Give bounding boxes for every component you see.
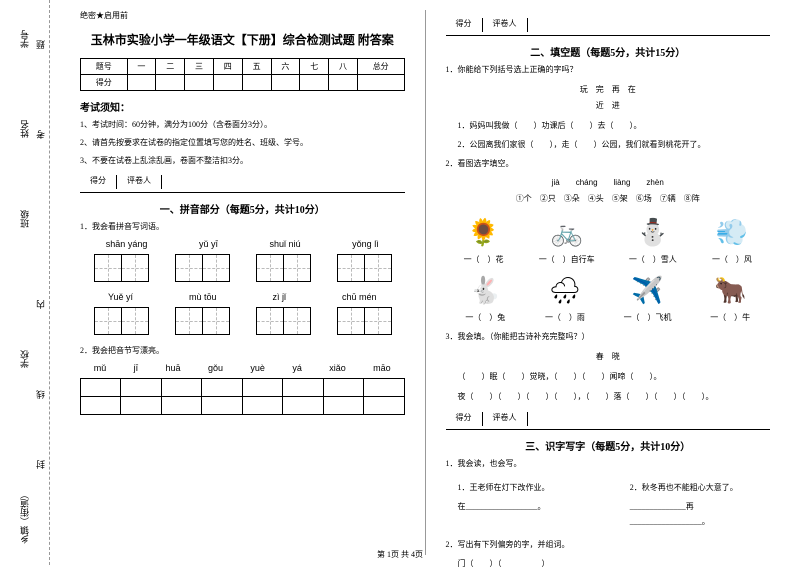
section1-scorer: 得分 评卷人 bbox=[80, 175, 405, 193]
wind-icon: 💨 bbox=[711, 215, 753, 251]
section2-title: 二、填空题（每题5分，共计15分） bbox=[446, 44, 771, 59]
poem-1: （ ）眠（ ）觉晓，（ ）（ ）闻啼（ ）。 bbox=[458, 370, 771, 384]
s2-s2: 2．公园离我们家很（ ），走（ ）公园，我们就看到桃花开了。 bbox=[458, 138, 771, 152]
poem-title: 春 晓 bbox=[446, 349, 771, 365]
page-number: 第 1页 共 4页 bbox=[377, 549, 423, 560]
s3-s1a: 1．王老师在灯下改作业。 bbox=[458, 481, 598, 495]
exam-title: 玉林市实验小学一年级语文【下册】综合检测试题 附答案 bbox=[80, 31, 405, 48]
py8: chū mén bbox=[342, 292, 377, 302]
pic-row-2: 🐇一（ ）兔 🌧一（ ）雨 ✈️一（ ）飞机 🐂一（ ）牛 bbox=[446, 273, 771, 323]
th9: 总分 bbox=[357, 59, 404, 75]
s2-q2: 2．看图选字填空。 bbox=[446, 158, 771, 171]
binding-margin: 学号 题 姓名 考 班级 内 学校 线 封 乡镇（街道） bbox=[0, 0, 50, 565]
right-column: 得分 评卷人 二、填空题（每题5分，共计15分） 1．你能给下列括号选上正确的字… bbox=[426, 10, 781, 555]
char-boxes-2 bbox=[80, 307, 405, 335]
bike-icon: 🚲 bbox=[546, 215, 588, 251]
syllable-table bbox=[80, 378, 405, 415]
side-dash4: 封 bbox=[34, 460, 47, 469]
s1-q2: 2．我会把音节写漂亮。 bbox=[80, 345, 405, 358]
opts1: 玩 完 再 在 bbox=[446, 82, 771, 98]
score-a: 得分 bbox=[80, 175, 117, 189]
poem-2: 夜（ ）（ ）（ ）（ ），（ ）落（ ）（ ）（ ）。 bbox=[458, 390, 771, 404]
side-dash2: 内 bbox=[34, 300, 47, 309]
opt-pinyin: jià cháng liàng zhèn bbox=[446, 175, 771, 191]
th4: 四 bbox=[213, 59, 242, 75]
content: 绝密★启用前 玉林市实验小学一年级语文【下册】综合检测试题 附答案 题号 一 二… bbox=[50, 0, 800, 565]
s3-s1b-blank: ______________再__________________。 bbox=[630, 500, 770, 529]
side-dash3: 线 bbox=[34, 390, 47, 399]
py6: mù tōu bbox=[189, 292, 217, 302]
side-dash5: 题 bbox=[34, 40, 47, 49]
score-b: 评卷人 bbox=[117, 175, 162, 189]
th0: 题号 bbox=[81, 59, 128, 75]
char-boxes-1 bbox=[80, 254, 405, 282]
left-column: 绝密★启用前 玉林市实验小学一年级语文【下册】综合检测试题 附答案 题号 一 二… bbox=[70, 10, 426, 555]
th3: 三 bbox=[185, 59, 214, 75]
py1: shān yáng bbox=[106, 239, 148, 249]
s3-q1: 1．我会读，也会写。 bbox=[446, 458, 771, 471]
tr1: 得分 bbox=[81, 75, 128, 91]
th7: 七 bbox=[300, 59, 329, 75]
pinyin-row-1: shān yáng yǔ yī shuǐ niú yǒng lì bbox=[80, 239, 405, 249]
notice-3: 3、不要在试卷上乱涂乱画，卷面不整洁扣3分。 bbox=[80, 155, 405, 168]
s2-s1: 1．妈妈叫我做（ ）功课后（ ）去（ ）。 bbox=[458, 119, 771, 133]
section3-title: 三、识字写字（每题5分，共计10分） bbox=[446, 438, 771, 453]
py3: shuǐ niú bbox=[270, 239, 301, 249]
ox-icon: 🐂 bbox=[709, 273, 751, 309]
side-label-school: 学校 bbox=[18, 350, 31, 368]
side-label-name: 姓名 bbox=[18, 120, 31, 138]
rabbit-icon: 🐇 bbox=[464, 273, 506, 309]
th2: 二 bbox=[156, 59, 185, 75]
s3-s1a-blank: 在__________________。 bbox=[458, 500, 598, 514]
flower-icon: 🌻 bbox=[463, 215, 505, 251]
pic-row-1: 🌻一（ ）花 🚲一（ ）自行车 ⛄一（ ）雪人 💨一（ ）风 bbox=[446, 215, 771, 265]
side-dash1: 考 bbox=[34, 130, 47, 139]
s3-rad1: 门（ ）（ ） bbox=[458, 557, 771, 571]
py7: zì jǐ bbox=[272, 292, 286, 302]
notice-1: 1、考试时间：60分钟，满分为100分（含卷面分3分）。 bbox=[80, 119, 405, 132]
th1: 一 bbox=[127, 59, 156, 75]
th6: 六 bbox=[271, 59, 300, 75]
pinyin-row-2: Yuě yí mù tōu zì jǐ chū mén bbox=[80, 292, 405, 302]
s3-s1b: 2．秋冬再也不能粗心大意了。 bbox=[630, 481, 770, 495]
plane-icon: ✈️ bbox=[627, 273, 669, 309]
py2: yǔ yī bbox=[199, 239, 218, 249]
th5: 五 bbox=[242, 59, 271, 75]
side-label-town: 乡镇（街道） bbox=[18, 490, 31, 544]
opt-line: ①个 ②只 ③朵 ④头 ⑤架 ⑥场 ⑦辆 ⑧阵 bbox=[446, 191, 771, 207]
side-label-number: 学号 bbox=[18, 30, 31, 48]
syllable-row: mǔ jī huā gǒu yuè yá xiǎo māo bbox=[80, 363, 405, 373]
section3-scorer: 得分 评卷人 bbox=[446, 412, 771, 430]
section1-title: 一、拼音部分（每题5分，共计10分） bbox=[80, 201, 405, 216]
score-table: 题号 一 二 三 四 五 六 七 八 总分 得分 bbox=[80, 58, 405, 91]
section2-scorer: 得分 评卷人 bbox=[446, 18, 771, 36]
s3-row: 1．王老师在灯下改作业。 在__________________。 2．秋冬再也… bbox=[446, 476, 771, 534]
notice-2: 2、请首先按要求在试卷的指定位置填写您的姓名、班级、学号。 bbox=[80, 137, 405, 150]
s2-q1: 1．你能给下列括号选上正确的字吗？ bbox=[446, 64, 771, 77]
py5: Yuě yí bbox=[108, 292, 133, 302]
side-label-class: 班级 bbox=[18, 210, 31, 228]
s3-q2: 2．写出有下列偏旁的字，并组词。 bbox=[446, 539, 771, 552]
th8: 八 bbox=[329, 59, 358, 75]
snowman-icon: ⛄ bbox=[632, 215, 674, 251]
s2-q3: 3．我会填。（你能把古诗补充完整吗？） bbox=[446, 331, 771, 344]
notice-title: 考试须知： bbox=[80, 99, 405, 114]
confidential-label: 绝密★启用前 bbox=[80, 10, 405, 21]
opts2: 近 进 bbox=[446, 98, 771, 114]
rain-icon: 🌧 bbox=[544, 273, 586, 309]
s1-q1: 1．我会看拼音写词语。 bbox=[80, 221, 405, 234]
py4: yǒng lì bbox=[352, 239, 379, 249]
